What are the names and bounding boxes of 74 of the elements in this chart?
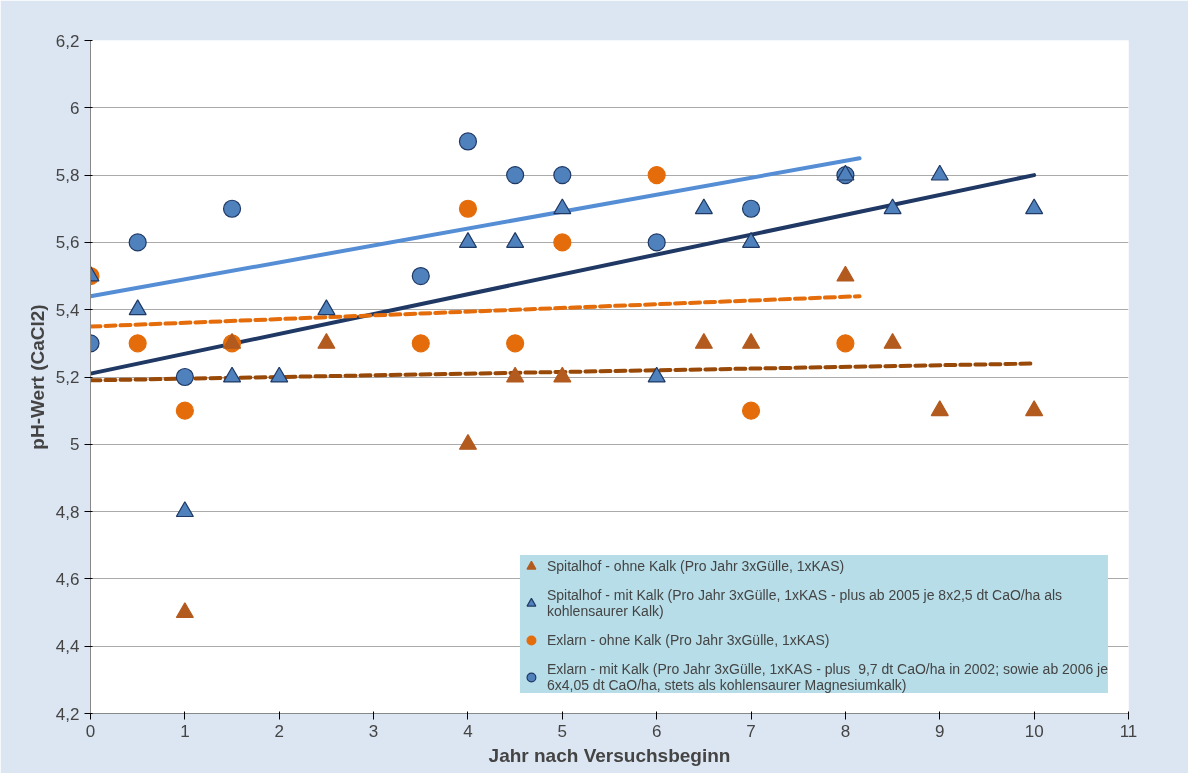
point [175, 501, 194, 518]
point [222, 366, 242, 383]
point [506, 334, 525, 353]
y-tick-label: 4,8 [55, 502, 80, 522]
x-tick-label: 1 [180, 721, 190, 741]
point [222, 332, 242, 349]
point [836, 164, 855, 181]
point [741, 401, 761, 420]
x-tick-label: 10 [1024, 721, 1044, 741]
x-tick-label: 3 [368, 721, 379, 741]
point [175, 602, 194, 619]
y-tick-label: 4,6 [55, 569, 80, 589]
point [741, 332, 761, 349]
point [317, 332, 336, 349]
point [128, 233, 147, 252]
legend-label: Exlarn - ohne Kalk (Pro Jahr 3xGülle, 1xKAS) [546, 632, 830, 648]
y-tick-label: 5,6 [55, 233, 80, 253]
point [458, 199, 478, 218]
x-tick-label: 6 [651, 721, 662, 741]
point [458, 132, 478, 151]
point [1025, 400, 1044, 417]
point [647, 166, 666, 185]
y-tick-label: 5 [70, 435, 80, 455]
y-tick-label: 4,4 [55, 637, 80, 657]
x-tick-label: 8 [840, 721, 851, 741]
x-axis-title: Jahr nach Versuchsbeginn [488, 744, 731, 766]
point [647, 366, 666, 383]
point [836, 265, 855, 282]
point [553, 366, 572, 383]
point [411, 334, 430, 353]
point [458, 231, 478, 248]
point [553, 166, 572, 185]
point [506, 231, 525, 248]
point [506, 366, 525, 383]
legend-label: Spitalhof - ohne Kalk (Pro Jahr 3xGülle, 1xKAS) [546, 558, 845, 574]
point [458, 433, 478, 450]
x-tick-label: 2 [274, 721, 284, 741]
point [694, 198, 713, 215]
x-tick-label: 11 [1119, 721, 1138, 741]
point [411, 266, 430, 286]
point [128, 299, 147, 316]
legend-label: Exlarn - mit Kalk (Pro Jahr 3xGülle, 1xKAS - plus 9,7 dt CaO/ha in 2002; sowie ab 2006 je 6x4,05 dt CaO/ha, stets als kohlensaurer Magnesiumkalk) [546, 661, 1108, 693]
y-tick-label: 5,2 [55, 368, 80, 387]
y-tick-label: 5,8 [55, 166, 80, 186]
point [741, 199, 761, 218]
point [270, 366, 289, 383]
point [506, 166, 525, 185]
y-tick-label: 5,4 [55, 300, 80, 320]
point [553, 198, 572, 215]
y-tick-label: 4,2 [55, 704, 80, 724]
point [883, 198, 902, 215]
point [1025, 198, 1044, 215]
y-tick-label: 6,2 [55, 31, 80, 51]
y-tick-label: 6 [70, 98, 80, 118]
point [175, 401, 194, 420]
point [553, 233, 572, 252]
point [883, 332, 902, 349]
point [222, 199, 242, 218]
x-tick-label: 9 [935, 721, 945, 741]
point [175, 367, 194, 387]
point [317, 299, 336, 316]
y-axis-title: pH-Wert (CaCl2) [26, 304, 48, 450]
point [694, 332, 713, 349]
legend-label: Spitalhof - mit Kalk (Pro Jahr 3xGülle, 1xKAS - plus ab 2005 je 8x2,5 dt CaO/ha als kohlensaurer Kalk) [546, 587, 1063, 619]
point [741, 231, 761, 248]
point [930, 164, 949, 181]
x-tick-label: 0 [85, 721, 96, 741]
point [128, 334, 147, 353]
x-tick-label: 5 [557, 721, 568, 741]
x-tick-label: 7 [746, 721, 756, 741]
point [647, 233, 666, 252]
x-tick-label: 4 [463, 721, 473, 741]
point [836, 334, 855, 353]
point [930, 400, 949, 417]
